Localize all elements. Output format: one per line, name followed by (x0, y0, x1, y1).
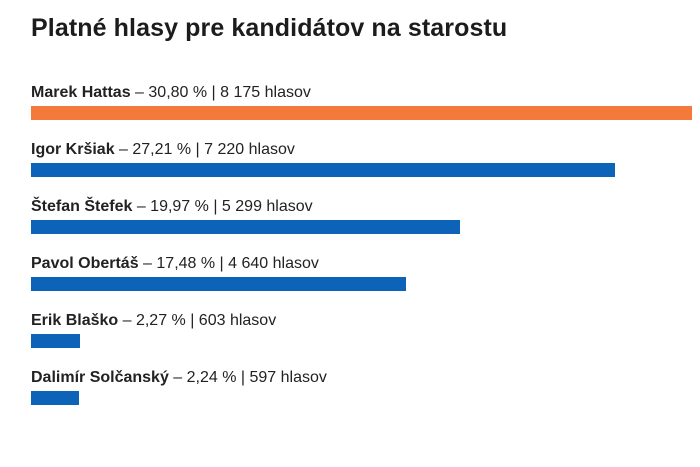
candidate-bar (31, 106, 692, 120)
candidate-label: Dalimír Solčanský – 2,24 % | 597 hlasov (31, 369, 327, 387)
candidate-name: Erik Blaško (31, 312, 119, 329)
candidate-name: Igor Kršiak (31, 141, 115, 158)
candidate-name: Dalimír Solčanský (31, 369, 169, 386)
candidate-bar (31, 220, 460, 234)
candidate-label: Erik Blaško – 2,27 % | 603 hlasov (31, 312, 276, 330)
candidate-result: – 27,21 % | 7 220 hlasov (114, 141, 295, 158)
candidate-row: Dalimír Solčanský – 2,24 % | 597 hlasov (31, 365, 692, 422)
candidate-bar (31, 277, 406, 291)
candidate-result: – 2,24 % | 597 hlasov (168, 369, 327, 386)
candidate-bar (31, 334, 80, 348)
candidate-result: – 2,27 % | 603 hlasov (118, 312, 277, 329)
candidate-label: Pavol Obertáš – 17,48 % | 4 640 hlasov (31, 255, 319, 273)
candidate-name: Pavol Obertáš (31, 255, 139, 272)
candidate-result: – 19,97 % | 5 299 hlasov (132, 198, 313, 215)
candidate-label: Štefan Štefek – 19,97 % | 5 299 hlasov (31, 198, 313, 216)
candidate-bar (31, 163, 615, 177)
candidate-label: Marek Hattas – 30,80 % | 8 175 hlasov (31, 84, 311, 102)
candidate-row: Erik Blaško – 2,27 % | 603 hlasov (31, 308, 692, 365)
candidate-row: Marek Hattas – 30,80 % | 8 175 hlasov (31, 80, 692, 137)
bar-chart: Marek Hattas – 30,80 % | 8 175 hlasov Ig… (31, 80, 692, 422)
candidate-row: Štefan Štefek – 19,97 % | 5 299 hlasov (31, 194, 692, 251)
candidate-label: Igor Kršiak – 27,21 % | 7 220 hlasov (31, 141, 295, 159)
candidate-result: – 30,80 % | 8 175 hlasov (130, 84, 311, 101)
candidate-name: Marek Hattas (31, 84, 131, 101)
candidate-result: – 17,48 % | 4 640 hlasov (138, 255, 319, 272)
candidate-name: Štefan Štefek (31, 198, 133, 215)
candidate-bar (31, 391, 79, 405)
candidate-row: Pavol Obertáš – 17,48 % | 4 640 hlasov (31, 251, 692, 308)
chart-title: Platné hlasy pre kandidátov na starostu (31, 14, 508, 42)
candidate-row: Igor Kršiak – 27,21 % | 7 220 hlasov (31, 137, 692, 194)
